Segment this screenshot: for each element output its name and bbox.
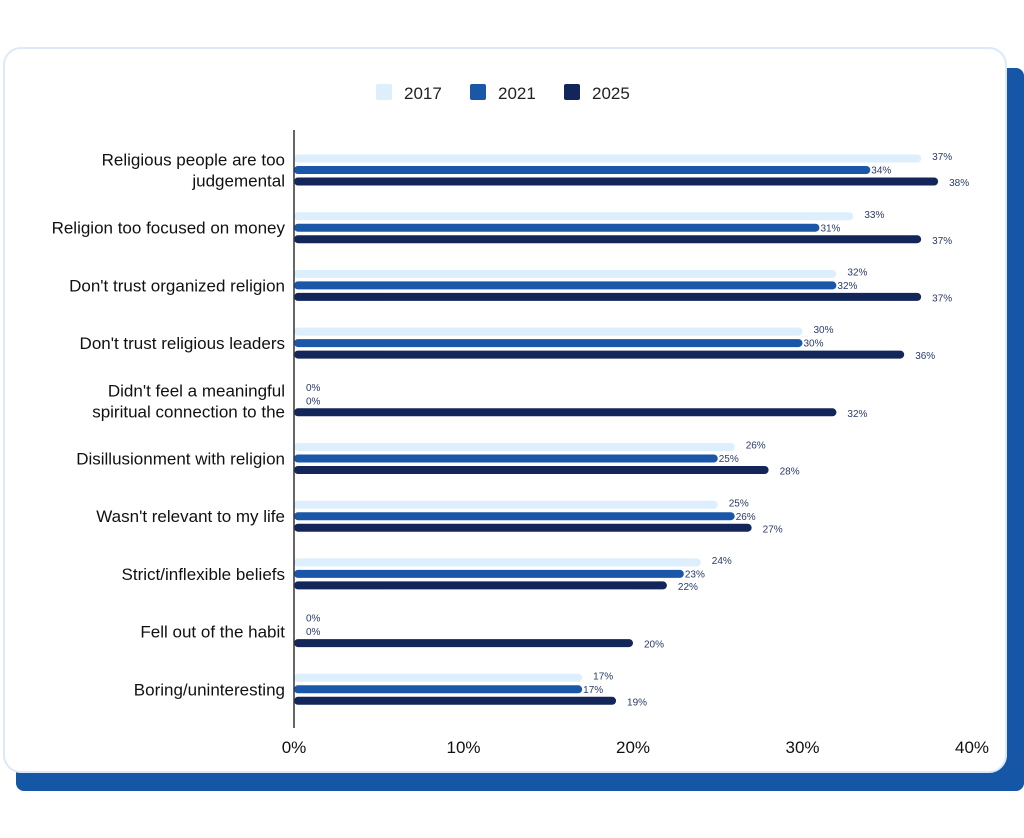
data-label-2025: 37% [932, 294, 952, 305]
bar-2021 [294, 512, 735, 521]
bar-2025 [294, 523, 752, 532]
legend-label-2017: 2017 [404, 84, 442, 103]
data-label-2025: 28% [780, 467, 800, 478]
legend-swatch-2021 [470, 84, 486, 100]
category-label: Religious people are too [102, 151, 285, 170]
bar-2017 [294, 154, 922, 163]
data-label-2017: 25% [729, 498, 749, 509]
x-axis-ticks: 0% 10% 20% 30% 40% [282, 738, 989, 757]
data-label-2025: 32% [847, 409, 867, 420]
category-label: spiritual connection to the [92, 402, 285, 421]
data-label-2017: 32% [847, 268, 867, 279]
bar-2025 [294, 292, 922, 301]
data-label-2017: 0% [306, 614, 321, 625]
data-label-2017: 30% [814, 325, 834, 336]
data-label-2025: 22% [678, 582, 698, 593]
legend-label-2021: 2021 [498, 84, 536, 103]
category-label: judgemental [191, 172, 285, 191]
data-label-2025: 19% [627, 697, 647, 708]
data-label-2017: 26% [746, 441, 766, 452]
x-tick-label: 40% [955, 738, 989, 757]
bar-2021 [294, 685, 583, 694]
bar-2025 [294, 639, 633, 648]
category-label: Boring/uninteresting [134, 680, 285, 699]
bar-2025 [294, 581, 667, 590]
bar-2021 [294, 281, 837, 290]
category-label: Wasn't relevant to my life [96, 507, 285, 526]
data-label-2021: 17% [583, 685, 603, 696]
legend: 2017 2021 2025 [376, 84, 630, 103]
category-label: Disillusionment with religion [76, 450, 285, 469]
data-label-2021: 0% [306, 627, 321, 638]
data-label-2021: 32% [837, 281, 857, 292]
data-label-2017: 24% [712, 556, 732, 567]
bar-2025 [294, 177, 939, 186]
data-label-2025: 38% [949, 178, 969, 189]
data-label-2021: 31% [820, 223, 840, 234]
x-tick-label: 0% [282, 738, 307, 757]
bar-2025 [294, 466, 769, 474]
data-label-2021: 25% [719, 454, 739, 465]
x-tick-label: 30% [785, 738, 819, 757]
category-label: Fell out of the habit [140, 623, 285, 642]
bar-2017 [294, 269, 837, 278]
legend-label-2025: 2025 [592, 84, 630, 103]
bar-2017 [294, 500, 718, 509]
bar-2021 [294, 166, 871, 174]
bar-2017 [294, 558, 701, 567]
data-label-2017: 17% [593, 671, 613, 682]
data-label-2021: 34% [871, 166, 891, 177]
bar-2025 [294, 696, 617, 705]
bar-2025 [294, 350, 905, 359]
bar-2021 [294, 339, 803, 348]
x-tick-label: 10% [446, 738, 480, 757]
data-label-2021: 23% [685, 570, 705, 581]
bar-2017 [294, 673, 583, 682]
data-label-2021: 0% [306, 396, 321, 407]
bar-2021 [294, 454, 718, 463]
data-label-2021: 30% [804, 339, 824, 350]
data-label-2025: 37% [932, 236, 952, 247]
legend-swatch-2025 [564, 84, 580, 100]
bar-2021 [294, 569, 684, 578]
bar-2025 [294, 235, 922, 244]
category-label: Don't trust religious leaders [80, 334, 285, 353]
bar-2025 [294, 408, 837, 417]
category-label: Religion too focused on money [52, 219, 286, 238]
category-label: Didn't feel a meaningful [108, 381, 285, 400]
category-label: Don't trust organized religion [69, 276, 285, 295]
bar-2017 [294, 443, 735, 451]
bars-group: 37% 34% 38% 33% 31% 37% 32% 32% 37% 30% 30% 36% 0% 0%… [294, 152, 969, 708]
data-label-2017: 37% [932, 152, 952, 163]
bar-2017 [294, 327, 803, 336]
data-label-2025: 27% [763, 524, 783, 535]
data-label-2021: 26% [736, 512, 756, 523]
data-label-2025: 20% [644, 640, 664, 651]
data-label-2025: 36% [915, 351, 935, 362]
category-label: Strict/inflexible beliefs [122, 565, 285, 584]
data-label-2017: 33% [864, 210, 884, 221]
category-labels: Religious people are too judgemental Relig… [52, 151, 286, 700]
data-label-2017: 0% [306, 383, 321, 394]
x-tick-label: 20% [616, 738, 650, 757]
legend-swatch-2017 [376, 84, 392, 100]
bar-2017 [294, 212, 854, 221]
bar-2021 [294, 223, 820, 232]
